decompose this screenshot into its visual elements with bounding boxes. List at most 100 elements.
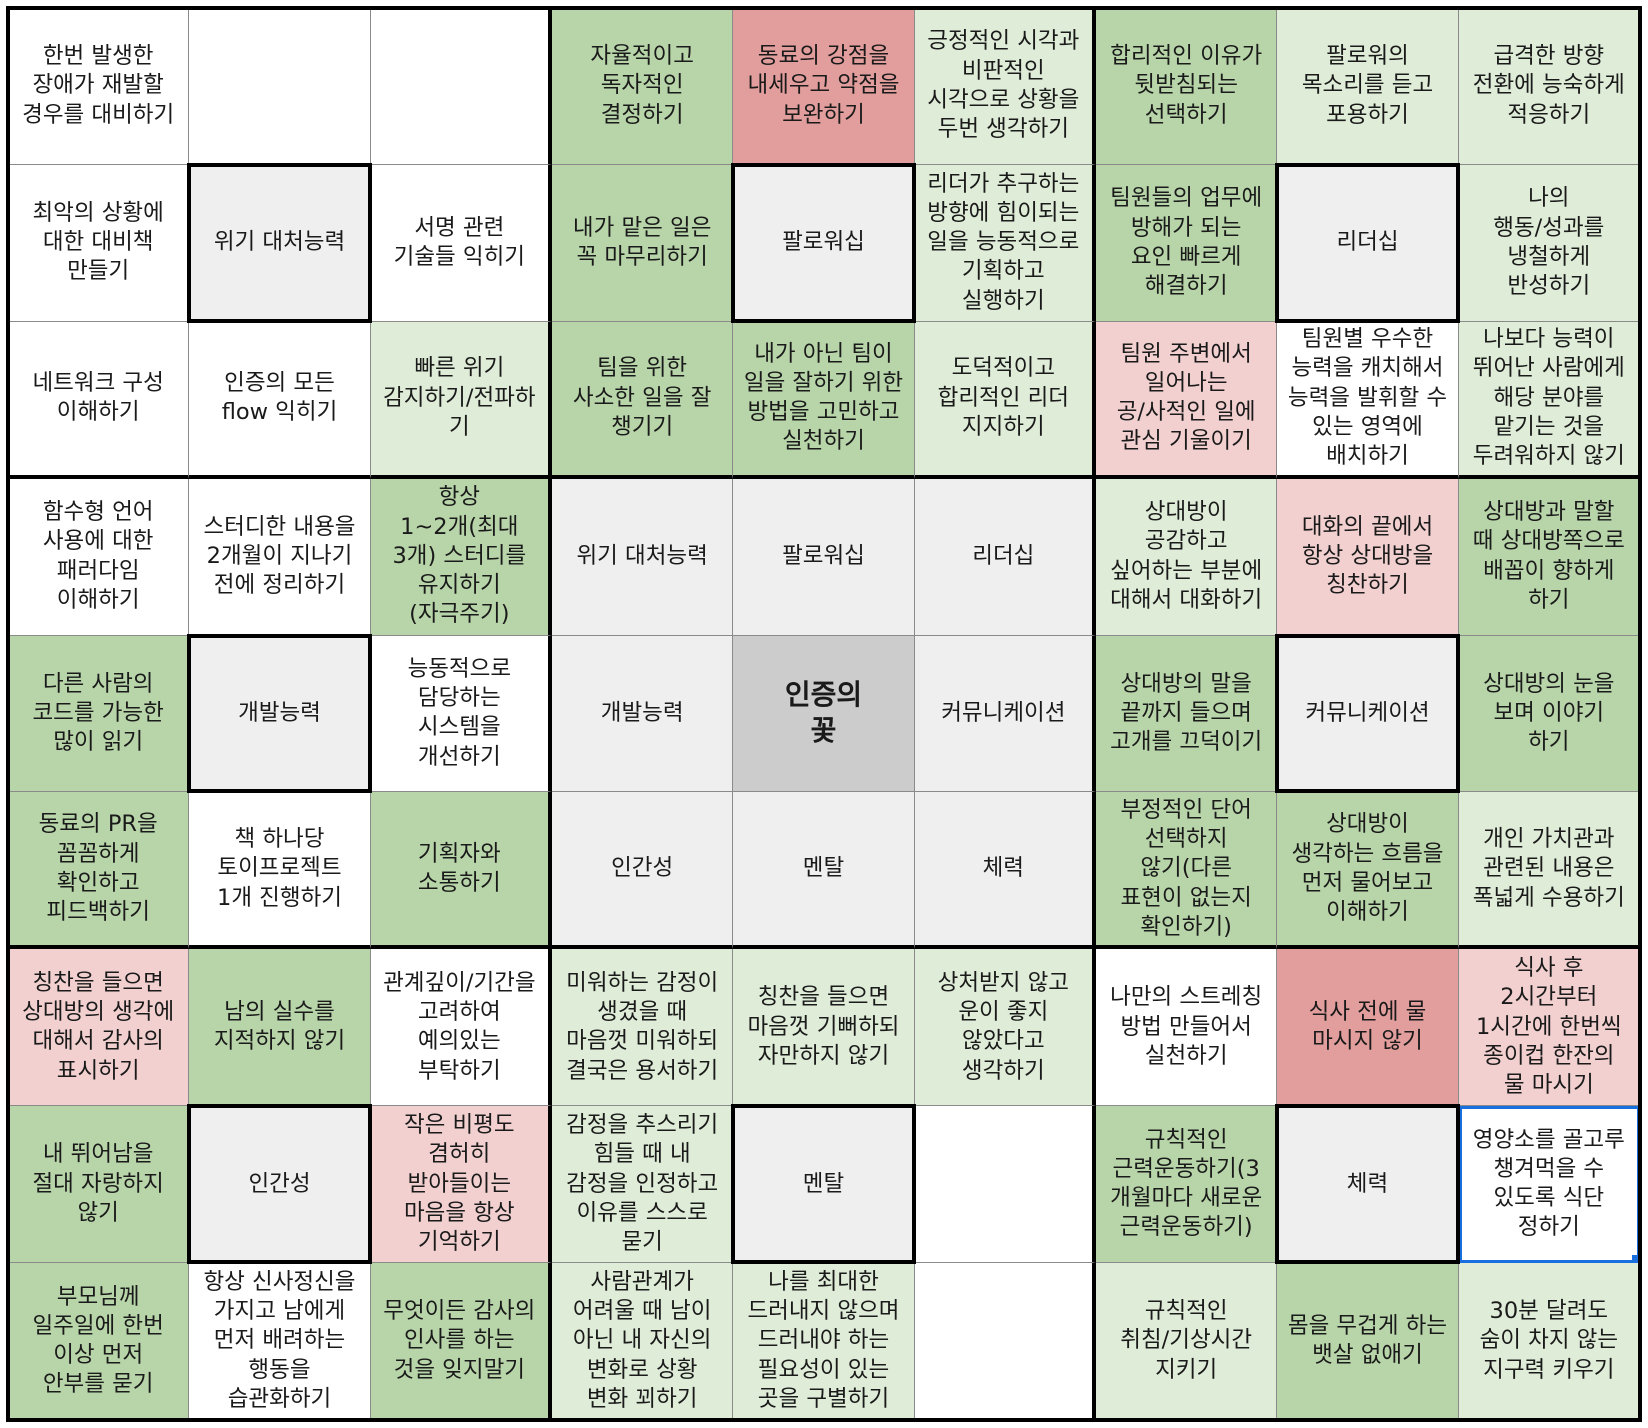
grid-cell-r2-c2[interactable]: 빠른 위기 감지하기/전파하 기	[370, 321, 552, 479]
grid-cell-r4-c6[interactable]: 상대방의 말을 끝까지 들으며 고개를 끄덕이기	[1095, 635, 1278, 793]
grid-cell-r7-c5[interactable]	[914, 1106, 1096, 1264]
cell-text: 빠른 위기 감지하기/전파하 기	[383, 355, 536, 440]
grid-cell-r3-c7[interactable]: 대화의 끝에서 항상 상대방을 칭찬하기	[1277, 478, 1459, 636]
grid-cell-r6-c4[interactable]: 칭찬을 들으면 마음껏 기뻐하되 자만하지 않기	[733, 949, 915, 1107]
grid-cell-r8-c4[interactable]: 나를 최대한 드러내지 않으며 드러내야 하는 필요성이 있는 곳을 구별하기	[733, 1263, 915, 1420]
cell-text: 식사 전에 물 마시지 않기	[1308, 999, 1427, 1055]
grid-cell-r0-c5[interactable]: 긍정적인 시각과 비판적인 시각으로 상황을 두번 생각하기	[914, 8, 1096, 165]
grid-cell-r0-c7[interactable]: 팔로워의 목소리를 듣고 포용하기	[1277, 8, 1459, 165]
cell-text: 능동적으로 담당하는 시스템을 개선하기	[407, 655, 512, 770]
grid-cell-r6-c7[interactable]: 식사 전에 물 마시지 않기	[1277, 949, 1459, 1107]
cell-text: 다른 사람의 코드를 가능한 많이 읽기	[32, 670, 164, 756]
grid-cell-r5-c2[interactable]: 기획자와 소통하기	[370, 792, 552, 950]
grid-cell-r2-c0[interactable]: 네트워크 구성 이해하기	[8, 321, 190, 479]
grid-cell-r1-c6[interactable]: 팀원들의 업무에 방해가 되는 요인 빠르게 해결하기	[1095, 164, 1278, 322]
grid-cell-r0-c8[interactable]: 급격한 방향 전환에 능숙하게 적응하기	[1458, 8, 1640, 165]
cell-text: 체력	[982, 855, 1025, 882]
cell-text: 커뮤니케이션	[941, 699, 1066, 726]
grid-cell-r5-c1[interactable]: 책 하나당 토이프로젝트 1개 진행하기	[189, 792, 371, 950]
cell-text: 팀원 주변에서 일어나는 공/사적인 일에 관심 기울이기	[1116, 340, 1256, 455]
grid-cell-r6-c2[interactable]: 관계깊이/기간을 고려하여 예의있는 부탁하기	[370, 949, 552, 1107]
grid-cell-r7-c4[interactable]: 멘탈	[733, 1106, 915, 1264]
grid-cell-r1-c2[interactable]: 서명 관련 기술들 익히기	[370, 164, 552, 322]
cell-text: 칭찬을 들으면 상대방의 생각에 대해서 감사의 표시하기	[22, 969, 175, 1084]
cell-text: 인증의 꽃	[784, 678, 863, 748]
grid-cell-r4-c0[interactable]: 다른 사람의 코드를 가능한 많이 읽기	[8, 635, 190, 793]
grid-cell-r3-c8[interactable]: 상대방과 말할 때 상대방쪽으로 배꼽이 향하게 하기	[1458, 478, 1640, 636]
grid-cell-r7-c0[interactable]: 내 뛰어남을 절대 자랑하지 않기	[8, 1106, 190, 1264]
cell-text: 멘탈	[802, 1170, 845, 1197]
grid-cell-r7-c1[interactable]: 인간성	[189, 1106, 371, 1264]
grid-cell-r6-c5[interactable]: 상처받지 않고 운이 좋지 않았다고 생각하기	[914, 949, 1096, 1107]
grid-cell-r8-c2[interactable]: 무엇이든 감사의 인사를 하는 것을 잊지말기	[370, 1263, 552, 1420]
grid-cell-r5-c5[interactable]: 체력	[914, 792, 1096, 950]
grid-cell-r1-c3[interactable]: 내가 맡은 일은 꼭 마무리하기	[551, 164, 734, 322]
grid-cell-r5-c7[interactable]: 상대방이 생각하는 흐름을 먼저 물어보고 이해하기	[1277, 792, 1459, 950]
cell-text: 체력	[1346, 1170, 1389, 1197]
grid-cell-r5-c0[interactable]: 동료의 PR을 꼼꼼하게 확인하고 피드백하기	[8, 792, 190, 950]
grid-cell-r5-c8[interactable]: 개인 가치관과 관련된 내용은 폭넓게 수용하기	[1458, 792, 1640, 950]
grid-cell-r6-c0[interactable]: 칭찬을 들으면 상대방의 생각에 대해서 감사의 표시하기	[8, 949, 190, 1107]
grid-cell-r1-c8[interactable]: 나의 행동/성과를 냉철하게 반성하기	[1458, 164, 1640, 322]
grid-cell-r5-c3[interactable]: 인간성	[551, 792, 734, 950]
grid-cell-r0-c0[interactable]: 한번 발생한 장애가 재발할 경우를 대비하기	[8, 8, 190, 165]
cell-text: 대화의 끝에서 항상 상대방을 칭찬하기	[1301, 513, 1434, 599]
grid-cell-r4-c1[interactable]: 개발능력	[189, 635, 371, 793]
grid-cell-r0-c6[interactable]: 합리적인 이유가 뒷받침되는 선택하기	[1095, 8, 1278, 165]
grid-cell-r8-c3[interactable]: 사람관계가 어려울 때 남이 아닌 내 자신의 변화로 상황 변화 꾀하기	[551, 1263, 734, 1420]
grid-cell-r1-c5[interactable]: 리더가 추구하는 방향에 힘이되는 일을 능동적으로 기획하고 실행하기	[914, 164, 1096, 322]
grid-cell-r7-c6[interactable]: 규칙적인 근력운동하기(3 개월마다 새로운 근력운동하기)	[1095, 1106, 1278, 1264]
cell-text: 멘탈	[802, 855, 845, 882]
grid-cell-r5-c4[interactable]: 멘탈	[733, 792, 915, 950]
grid-cell-r8-c8[interactable]: 30분 달려도 숨이 차지 않는 지구력 키우기	[1458, 1263, 1640, 1420]
grid-cell-r8-c0[interactable]: 부모님께 일주일에 한번 이상 먼저 안부를 묻기	[8, 1263, 190, 1420]
grid-cell-r0-c4[interactable]: 동료의 강점을 내세우고 약점을 보완하기	[733, 8, 915, 165]
grid-cell-r1-c7[interactable]: 리더십	[1277, 164, 1459, 322]
cell-text: 규칙적인 취침/기상시간 지키기	[1120, 1298, 1253, 1383]
grid-cell-r3-c6[interactable]: 상대방이 공감하고 싶어하는 부분에 대해서 대화하기	[1095, 478, 1278, 636]
grid-cell-r2-c6[interactable]: 팀원 주변에서 일어나는 공/사적인 일에 관심 기울이기	[1095, 321, 1278, 479]
cell-text: 나만의 스트레칭 방법 만들어서 실천하기	[1110, 984, 1263, 1069]
grid-cell-r4-c8[interactable]: 상대방의 눈을 보며 이야기 하기	[1458, 635, 1640, 793]
grid-cell-r7-c2[interactable]: 작은 비평도 겸허히 받아들이는 마음을 항상 기억하기	[370, 1106, 552, 1264]
grid-cell-r2-c5[interactable]: 도덕적이고 합리적인 리더 지지하기	[914, 321, 1096, 479]
grid-cell-r2-c3[interactable]: 팀을 위한 사소한 일을 잘 챙기기	[551, 321, 734, 479]
grid-cell-r4-c3[interactable]: 개발능력	[551, 635, 734, 793]
grid-cell-r2-c8[interactable]: 나보다 능력이 뛰어난 사람에게 해당 분야를 맡기는 것을 두려워하지 않기	[1458, 321, 1640, 479]
grid-cell-r3-c1[interactable]: 스터디한 내용을 2개월이 지나기 전에 정리하기	[189, 478, 371, 636]
grid-cell-r3-c2[interactable]: 항상 1~2개(최대 3개) 스터디를 유지하기 (자극주기)	[370, 478, 552, 636]
cell-text: 상처받지 않고 운이 좋지 않았다고 생각하기	[937, 969, 1069, 1084]
grid-cell-r4-c2[interactable]: 능동적으로 담당하는 시스템을 개선하기	[370, 635, 552, 793]
grid-cell-r6-c1[interactable]: 남의 실수를 지적하지 않기	[189, 949, 371, 1107]
grid-cell-r3-c4[interactable]: 팔로워십	[733, 478, 915, 636]
cell-text: 한번 발생한 장애가 재발할 경우를 대비하기	[22, 43, 175, 128]
grid-cell-r8-c5[interactable]	[914, 1263, 1096, 1420]
grid-cell-r4-c5[interactable]: 커뮤니케이션	[914, 635, 1096, 793]
grid-cell-r3-c3[interactable]: 위기 대처능력	[551, 478, 734, 636]
grid-cell-r5-c6[interactable]: 부정적인 단어 선택하지 않기(다른 표현이 없는지 확인하기)	[1095, 792, 1278, 950]
grid-cell-r8-c1[interactable]: 항상 신사정신을 가지고 남에게 먼저 배려하는 행동을 습관화하기	[189, 1263, 371, 1420]
grid-cell-r4-c4[interactable]: 인증의 꽃	[733, 635, 915, 793]
grid-cell-r1-c4[interactable]: 팔로워십	[733, 164, 915, 322]
grid-cell-r2-c7[interactable]: 팀원별 우수한 능력을 캐치해서 능력을 발휘할 수 있는 영역에 배치하기	[1277, 321, 1459, 479]
grid-cell-r3-c0[interactable]: 함수형 언어 사용에 대한 패러다임 이해하기	[8, 478, 190, 636]
grid-cell-r6-c6[interactable]: 나만의 스트레칭 방법 만들어서 실천하기	[1095, 949, 1278, 1107]
grid-cell-r6-c8[interactable]: 식사 후 2시간부터 1시간에 한번씩 종이컵 한잔의 물 마시기	[1458, 949, 1640, 1107]
grid-cell-r4-c7[interactable]: 커뮤니케이션	[1277, 635, 1459, 793]
grid-cell-r7-c3[interactable]: 감정을 추스리기 힘들 때 내 감정을 인정하고 이유를 스스로 묻기	[551, 1106, 734, 1264]
grid-cell-r6-c3[interactable]: 미워하는 감정이 생겼을 때 마음껏 미워하되 결국은 용서하기	[551, 949, 734, 1107]
grid-cell-r7-c8[interactable]: 영양소를 골고루 챙겨먹을 수 있도록 식단 정하기	[1458, 1106, 1640, 1264]
grid-cell-r2-c4[interactable]: 내가 아닌 팀이 일을 잘하기 위한 방법을 고민하고 실천하기	[733, 321, 915, 479]
grid-cell-r0-c3[interactable]: 자율적이고 독자적인 결정하기	[551, 8, 734, 165]
cell-text: 팀원들의 업무에 방해가 되는 요인 빠르게 해결하기	[1110, 185, 1263, 300]
grid-cell-r7-c7[interactable]: 체력	[1277, 1106, 1459, 1264]
grid-cell-r0-c1[interactable]	[189, 8, 371, 165]
grid-cell-r1-c0[interactable]: 최악의 상황에 대한 대비책 만들기	[8, 164, 190, 322]
grid-cell-r8-c7[interactable]: 몸을 무겁게 하는 뱃살 없애기	[1277, 1263, 1459, 1420]
grid-cell-r1-c1[interactable]: 위기 대처능력	[189, 164, 371, 322]
selection-fill-handle[interactable]	[1631, 1255, 1639, 1263]
grid-cell-r3-c5[interactable]: 리더십	[914, 478, 1096, 636]
grid-cell-r8-c6[interactable]: 규칙적인 취침/기상시간 지키기	[1095, 1263, 1278, 1420]
grid-cell-r2-c1[interactable]: 인증의 모든 flow 익히기	[189, 321, 371, 479]
grid-cell-r0-c2[interactable]	[370, 8, 552, 165]
